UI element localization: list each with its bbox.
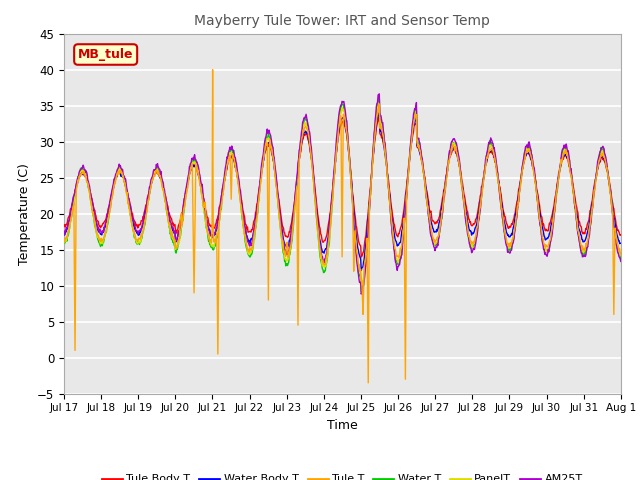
X-axis label: Time: Time bbox=[327, 419, 358, 432]
Legend: Tule Body T, Water Body T, Tule T, Water T, PanelT, AM25T: Tule Body T, Water Body T, Tule T, Water… bbox=[97, 470, 588, 480]
Text: MB_tule: MB_tule bbox=[78, 48, 133, 61]
Y-axis label: Temperature (C): Temperature (C) bbox=[19, 163, 31, 264]
Title: Mayberry Tule Tower: IRT and Sensor Temp: Mayberry Tule Tower: IRT and Sensor Temp bbox=[195, 14, 490, 28]
